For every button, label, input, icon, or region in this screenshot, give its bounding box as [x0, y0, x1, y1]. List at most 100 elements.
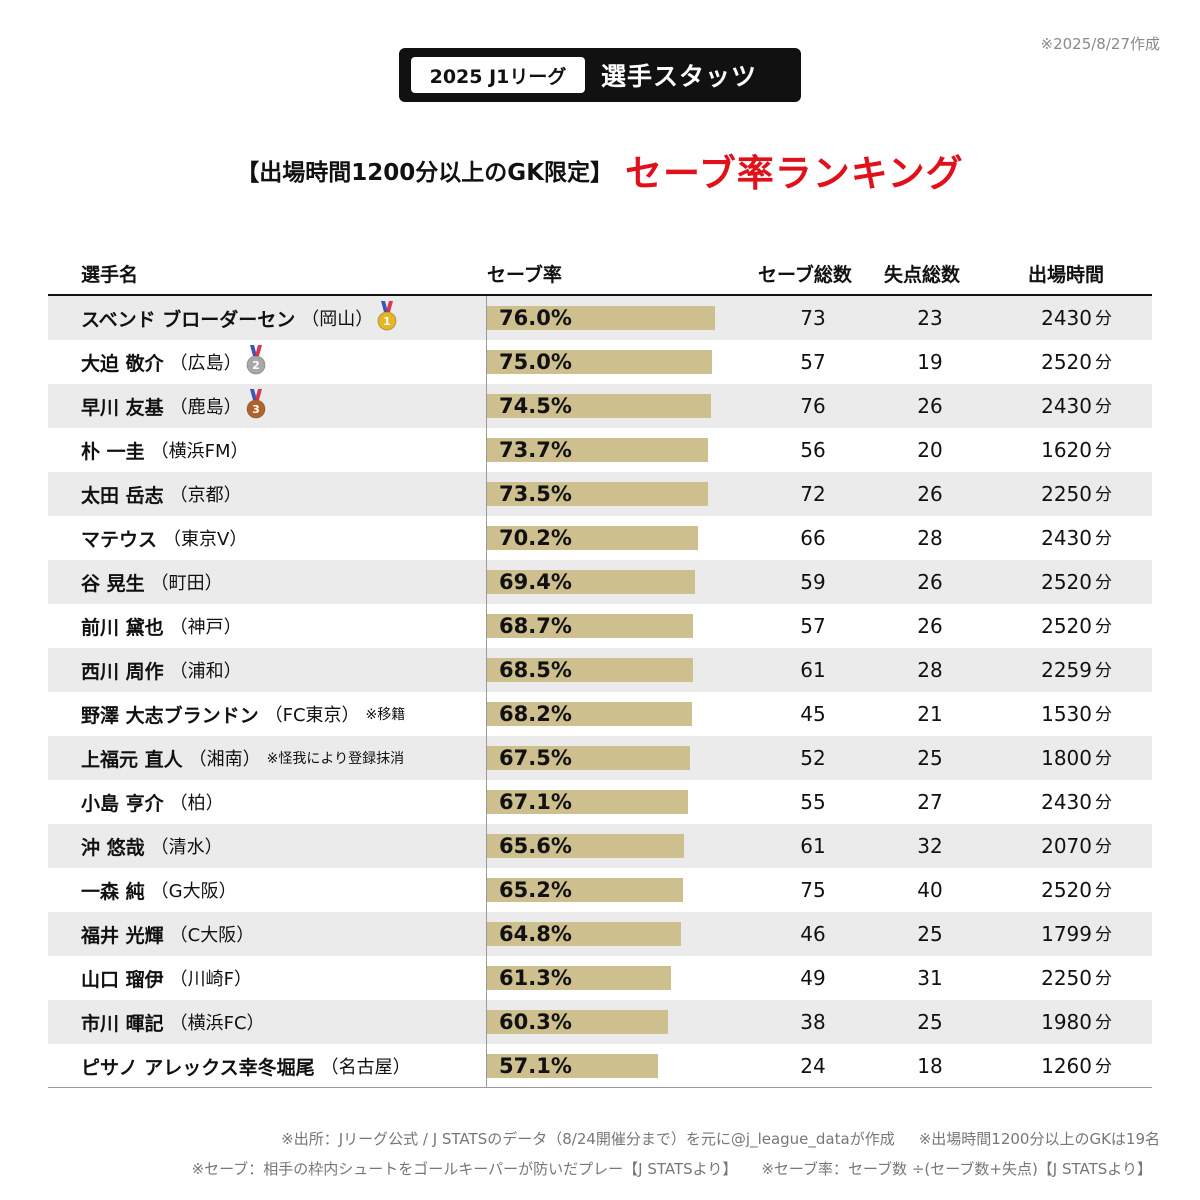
goals-against-value: 26 — [917, 394, 943, 418]
table-row: 早川 友基 （鹿島） 3 74.5% 76 26 2430 分 — [48, 384, 1152, 428]
player-name: 上福元 直人 — [81, 748, 183, 771]
save-rate-label: 61.3% — [499, 966, 572, 990]
table-row: 太田 岳志 （京都） 73.5% 72 26 2250 分 — [48, 472, 1152, 516]
ranking-title: セーブ率ランキング — [625, 152, 964, 195]
medal-rank: 3 — [252, 403, 260, 416]
save-rate-bar — [487, 438, 709, 462]
save-rate-bar — [487, 966, 671, 990]
minutes-unit: 分 — [1095, 1013, 1112, 1033]
save-rate-label: 73.5% — [499, 482, 572, 506]
table-row: 谷 晃生 （町田） 69.4% 59 26 2520 分 — [48, 560, 1152, 604]
medal-silver-icon: 2 — [245, 345, 267, 375]
minutes-value: 2430 — [1041, 790, 1092, 814]
save-rate-label: 68.7% — [499, 614, 572, 638]
player-cell: 小島 亨介 （柏） — [81, 780, 224, 824]
column-header-goals-against: 失点総数 — [884, 264, 961, 286]
goals-against-value: 25 — [917, 746, 943, 770]
team-name: （横浜FM） — [150, 441, 249, 462]
save-rate-cell: 65.2% — [487, 868, 747, 912]
goals-against-value: 20 — [917, 438, 943, 462]
save-rate-cell: 73.5% — [487, 472, 747, 516]
goals-against-value: 28 — [917, 658, 943, 682]
saves-value: 75 — [800, 878, 826, 902]
bar-axis-line — [486, 296, 487, 1088]
table-row: 大迫 敬介 （広島） 2 75.0% 57 19 2520 分 — [48, 340, 1152, 384]
player-name: 西川 周作 — [81, 660, 164, 683]
minutes-unit: 分 — [1095, 749, 1112, 769]
saves-value: 45 — [800, 702, 826, 726]
header-divider — [48, 294, 1152, 296]
saves-value: 38 — [800, 1010, 826, 1034]
save-rate-label: 60.3% — [499, 1010, 572, 1034]
minutes-unit: 分 — [1095, 969, 1112, 989]
minutes-value: 2250 — [1041, 966, 1092, 990]
player-name: 谷 晃生 — [81, 572, 145, 595]
column-header-minutes: 出場時間 — [1028, 264, 1105, 286]
minutes-value: 2070 — [1041, 834, 1092, 858]
save-rate-label: 75.0% — [499, 350, 572, 374]
header-title: 選手スタッツ — [601, 62, 758, 91]
save-rate-cell: 67.1% — [487, 780, 747, 824]
minutes-value: 2520 — [1041, 878, 1092, 902]
table-row: 市川 暉記 （横浜FC） 60.3% 38 25 1980 分 — [48, 1000, 1152, 1044]
saves-value: 46 — [800, 922, 826, 946]
table-row: スベンド ブローダーセン （岡山） 1 76.0% 73 23 2430 分 — [48, 296, 1152, 340]
minutes-value: 1260 — [1041, 1054, 1092, 1078]
player-name: ピサノ アレックス幸冬堀尾 — [81, 1056, 315, 1079]
save-rate-label: 67.1% — [499, 790, 572, 814]
team-name: （清水） — [150, 837, 223, 858]
player-name: 市川 暉記 — [81, 1012, 164, 1035]
team-name: （鹿島） — [169, 397, 242, 418]
minutes-unit: 分 — [1095, 353, 1112, 373]
table-row: 一森 純（G大阪） 65.2% 75 40 2520 分 — [48, 868, 1152, 912]
saves-value: 72 — [800, 482, 826, 506]
player-cell: 西川 周作 （浦和） — [81, 648, 242, 692]
player-note: ※怪我により登録抹消 — [266, 751, 405, 767]
save-rate-label: 68.2% — [499, 702, 572, 726]
team-name: （町田） — [150, 573, 223, 594]
player-name: 福井 光輝 — [81, 924, 164, 947]
save-rate-label: 69.4% — [499, 570, 572, 594]
minutes-unit: 分 — [1095, 881, 1112, 901]
footer-save-definition: ※セーブ：相手の枠内シュートをゴールキーパーが防いだプレー【J STATSより】 — [191, 1160, 738, 1178]
goals-against-value: 26 — [917, 570, 943, 594]
team-name: （名古屋） — [320, 1057, 411, 1078]
save-rate-cell: 68.5% — [487, 648, 747, 692]
save-rate-label: 67.5% — [499, 746, 572, 770]
minutes-value: 1620 — [1041, 438, 1092, 462]
save-rate-label: 73.7% — [499, 438, 572, 462]
saves-value: 56 — [800, 438, 826, 462]
save-rate-bar — [487, 394, 711, 418]
team-name: （柏） — [169, 793, 224, 814]
team-name: （浦和） — [169, 661, 242, 682]
save-rate-bar — [487, 702, 692, 726]
table-row: 前川 黛也 （神戸） 68.7% 57 26 2520 分 — [48, 604, 1152, 648]
player-cell: 早川 友基 （鹿島） 3 — [81, 384, 267, 428]
goals-against-value: 27 — [917, 790, 943, 814]
footer-source: ※出所：Jリーグ公式 / J STATSのデータ（8/24開催分まで）を元に@j… — [281, 1130, 895, 1148]
table-row: ピサノ アレックス幸冬堀尾 （名古屋） 57.1% 24 18 1260 分 — [48, 1044, 1152, 1088]
player-name: 早川 友基 — [81, 396, 164, 419]
team-name: （京都） — [169, 485, 242, 506]
subtitle-condition: 【出場時間1200分以上のGK限定】 — [236, 160, 614, 186]
table-row: 沖 悠哉 （清水） 65.6% 61 32 2070 分 — [48, 824, 1152, 868]
footer-line-1: ※出所：Jリーグ公式 / J STATSのデータ（8/24開催分まで）を元に@j… — [257, 1128, 1160, 1149]
save-rate-label: 64.8% — [499, 922, 572, 946]
subtitle: 【出場時間1200分以上のGK限定】 セーブ率ランキング — [0, 140, 1200, 200]
player-cell: 野澤 大志ブランドン （FC東京） ※移籍 — [81, 692, 405, 736]
goals-against-value: 31 — [917, 966, 943, 990]
player-cell: 太田 岳志 （京都） — [81, 472, 242, 516]
save-rate-cell: 69.4% — [487, 560, 747, 604]
goals-against-value: 26 — [917, 482, 943, 506]
saves-value: 66 — [800, 526, 826, 550]
player-cell: 山口 瑠伊 （川崎F） — [81, 956, 252, 1000]
save-rate-label: 76.0% — [499, 306, 572, 330]
goals-against-value: 26 — [917, 614, 943, 638]
minutes-unit: 分 — [1095, 309, 1112, 329]
team-name: （G大阪） — [150, 881, 237, 902]
save-rate-cell: 64.8% — [487, 912, 747, 956]
saves-value: 57 — [800, 350, 826, 374]
save-rate-cell: 75.0% — [487, 340, 747, 384]
team-name: （横浜FC） — [169, 1013, 265, 1034]
saves-value: 61 — [800, 658, 826, 682]
